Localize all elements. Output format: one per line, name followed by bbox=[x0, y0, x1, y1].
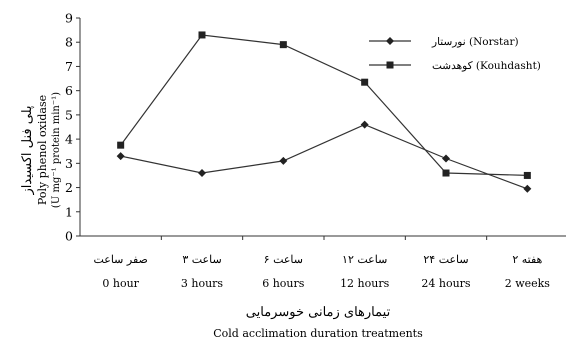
y-ticks: 0 1 2 3 4 5 6 7 8 9 bbox=[65, 11, 80, 244]
x-category-label-fa: ۲ هفته bbox=[512, 253, 542, 266]
x-axis-label-fa: تیمارهای زمانی خوسرمایی bbox=[246, 305, 391, 320]
x-category-label-en: 6 hours bbox=[262, 277, 305, 290]
x-category-label-fa: ۳ ساعت bbox=[182, 253, 221, 266]
data-point-diamond bbox=[360, 120, 369, 129]
x-category-label-fa: ۲۴ ساعت bbox=[423, 253, 468, 266]
y-tick-label: 5 bbox=[65, 107, 73, 122]
data-point-square bbox=[442, 169, 450, 177]
y-axis-title: پلی فنل اکسیداز Poly phenol oxidase (U m… bbox=[20, 92, 62, 208]
x-category-label-fa: ۶ ساعت bbox=[264, 253, 303, 266]
data-point-diamond bbox=[198, 169, 206, 178]
x-category-label-en: 3 hours bbox=[181, 277, 224, 290]
data-point-square bbox=[523, 171, 531, 179]
y-tick-label: 6 bbox=[65, 83, 73, 98]
legend-item-norstar: نورستار (Norstar) bbox=[369, 36, 519, 48]
y-axis-label-en: Poly phenol oxidase bbox=[36, 95, 49, 205]
chart-axes bbox=[79, 18, 566, 237]
data-point-diamond bbox=[279, 156, 288, 165]
series-layer bbox=[116, 31, 532, 193]
data-point-diamond bbox=[116, 152, 125, 161]
y-axis-label-unit: (U mg⁻¹ protein min⁻¹) bbox=[51, 92, 62, 208]
data-point-diamond bbox=[442, 154, 450, 163]
y-tick-label: 7 bbox=[65, 59, 73, 74]
legend: نورستار (Norstar) کوهدشت (Kouhdasht) bbox=[369, 36, 541, 72]
legend-marker-norstar bbox=[386, 37, 394, 45]
y-tick-label: 2 bbox=[65, 180, 73, 195]
data-point-diamond bbox=[523, 184, 532, 193]
legend-label-kouhdasht: کوهدشت (Kouhdasht) bbox=[432, 60, 541, 72]
data-point-square bbox=[361, 78, 369, 86]
y-tick-label: 3 bbox=[65, 156, 73, 171]
y-axis-label-fa: پلی فنل اکسیداز bbox=[20, 105, 35, 195]
x-category-label-en: 12 hours bbox=[340, 277, 390, 290]
y-tick-label: 4 bbox=[65, 132, 73, 147]
x-category-label-en: 0 hour bbox=[102, 277, 139, 290]
data-point-square bbox=[279, 41, 287, 49]
y-tick-label: 8 bbox=[65, 35, 73, 50]
x-category-label-en: 24 hours bbox=[421, 277, 471, 290]
y-tick-label: 1 bbox=[65, 204, 73, 219]
data-point-square bbox=[198, 31, 206, 39]
x-categories: صفر ساعت 0 hour ۳ ساعت 3 hours ۶ ساعت 6 hours… bbox=[93, 236, 550, 290]
series-line-0 bbox=[120, 123, 528, 190]
legend-item-kouhdasht: کوهدشت (Kouhdasht) bbox=[369, 60, 541, 72]
x-axis-label-en: Cold acclimation duration treatments bbox=[213, 327, 423, 340]
x-category-label-fa: صفر ساعت bbox=[93, 253, 147, 266]
x-category-label-en: 2 weeks bbox=[505, 277, 551, 290]
series-line-1 bbox=[120, 34, 528, 176]
y-tick-label: 9 bbox=[65, 11, 73, 26]
y-tick-label: 0 bbox=[65, 229, 73, 244]
x-category-label-fa: ۱۲ ساعت bbox=[342, 253, 387, 266]
data-point-square bbox=[117, 141, 125, 149]
legend-label-norstar: نورستار (Norstar) bbox=[431, 36, 519, 48]
legend-marker-kouhdasht bbox=[386, 61, 394, 69]
